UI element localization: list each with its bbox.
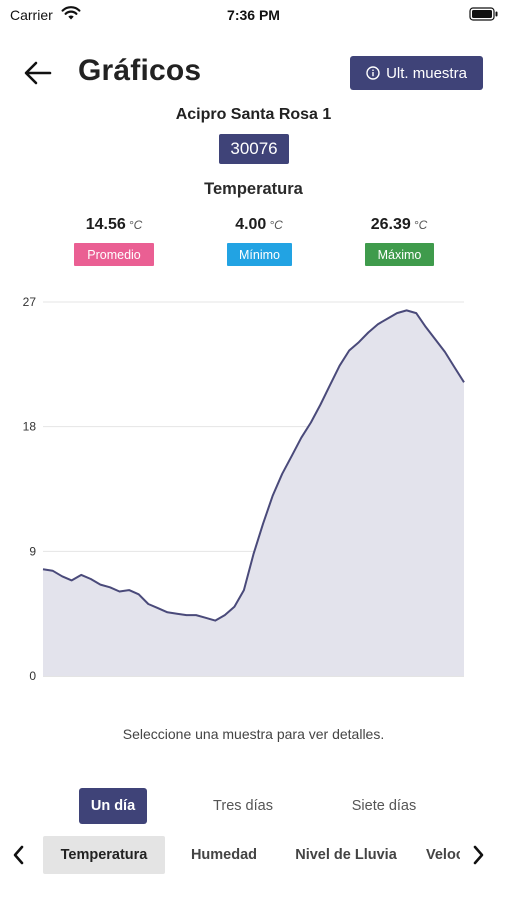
tab-velocidad-del-viento[interactable]: Velocidad del viento — [426, 847, 460, 863]
data-point[interactable] — [260, 521, 266, 527]
chevron-left-icon[interactable] — [9, 843, 29, 867]
data-point[interactable] — [145, 601, 151, 607]
data-point[interactable] — [40, 566, 46, 572]
data-point[interactable] — [117, 589, 123, 595]
average-value: 14.56 — [85, 216, 126, 233]
carrier-label: Carrier — [10, 7, 53, 23]
tab-three-days[interactable]: Tres días — [213, 798, 273, 814]
data-point[interactable] — [308, 420, 314, 426]
tab-one-day[interactable]: Un día — [79, 788, 147, 824]
variable-title: Temperatura — [204, 180, 303, 198]
data-point[interactable] — [164, 609, 170, 615]
data-point[interactable] — [136, 591, 142, 597]
average-badge: Promedio — [74, 243, 154, 266]
data-point[interactable] — [337, 363, 343, 369]
data-point[interactable] — [78, 572, 84, 578]
data-point[interactable] — [193, 612, 199, 618]
y-tick-label: 9 — [29, 544, 36, 558]
variable-tab-bar: Temperatura Humedad Nivel de Lluvia Velo… — [0, 836, 507, 874]
y-tick-label: 18 — [23, 420, 37, 434]
data-point[interactable] — [59, 573, 65, 579]
battery-icon — [469, 7, 498, 21]
y-tick-label: 0 — [29, 669, 36, 683]
variable-tab-scroller: Temperatura Humedad Nivel de Lluvia Velo… — [36, 836, 460, 874]
data-point[interactable] — [356, 339, 362, 345]
data-point[interactable] — [88, 576, 94, 582]
chevron-right-icon[interactable] — [468, 843, 488, 867]
y-tick-label: 27 — [23, 295, 37, 309]
data-point[interactable] — [451, 364, 457, 370]
data-point[interactable] — [432, 336, 438, 342]
data-point[interactable] — [327, 382, 333, 388]
data-point[interactable] — [126, 587, 132, 593]
station-id-badge: 30076 — [219, 134, 289, 164]
temperature-area — [43, 310, 464, 676]
minimum-badge: Mínimo — [227, 243, 292, 266]
clock: 7:36 PM — [227, 7, 280, 23]
maximum-stat: 26.39 °C — [339, 216, 459, 234]
data-point[interactable] — [365, 330, 371, 336]
status-bar: Carrier 7:36 PM — [0, 0, 507, 30]
data-point[interactable] — [174, 611, 180, 617]
tab-humedad[interactable]: Humedad — [190, 847, 258, 863]
info-circle-icon — [366, 66, 380, 80]
temperature-chart[interactable]: 0 9 18 27 — [0, 290, 507, 690]
latest-sample-button[interactable]: Ult. muestra — [350, 56, 483, 90]
tab-seven-days[interactable]: Siete días — [351, 798, 417, 814]
data-point[interactable] — [50, 568, 56, 574]
data-point[interactable] — [97, 582, 103, 588]
data-point[interactable] — [212, 618, 218, 624]
data-point[interactable] — [69, 577, 75, 583]
data-point[interactable] — [394, 310, 400, 316]
data-point[interactable] — [231, 604, 237, 610]
data-point[interactable] — [442, 349, 448, 355]
data-point[interactable] — [423, 324, 429, 330]
minimum-stat: 4.00 °C — [199, 216, 319, 234]
data-point[interactable] — [184, 612, 190, 618]
tab-nivel-de-lluvia[interactable]: Nivel de Lluvia — [295, 847, 397, 863]
data-point[interactable] — [203, 615, 209, 621]
data-point[interactable] — [413, 310, 419, 316]
data-point[interactable] — [404, 307, 410, 313]
data-point[interactable] — [385, 316, 391, 322]
data-point[interactable] — [222, 612, 228, 618]
data-point[interactable] — [461, 379, 467, 385]
data-point[interactable] — [318, 402, 324, 408]
data-point[interactable] — [289, 453, 295, 459]
data-point[interactable] — [107, 584, 113, 590]
data-point[interactable] — [251, 551, 257, 557]
data-point[interactable] — [298, 435, 304, 441]
latest-sample-label: Ult. muestra — [386, 64, 467, 82]
data-point[interactable] — [279, 471, 285, 477]
maximum-unit: °C — [413, 218, 428, 232]
average-stat: 14.56 °C — [54, 216, 174, 234]
temperature-line[interactable] — [42, 309, 465, 622]
maximum-value: 26.39 — [370, 216, 411, 233]
tab-temperatura[interactable]: Temperatura — [43, 836, 165, 874]
hint-text: Seleccione una muestra para ver detalles… — [122, 726, 385, 742]
data-point[interactable] — [375, 321, 381, 327]
data-point[interactable] — [155, 605, 161, 611]
minimum-value: 4.00 — [235, 216, 267, 233]
data-point[interactable] — [270, 493, 276, 499]
average-unit: °C — [128, 218, 143, 232]
page-title: Gráficos — [78, 54, 202, 87]
station-name: Acipro Santa Rosa 1 — [175, 106, 332, 123]
minimum-unit: °C — [269, 218, 283, 232]
data-point[interactable] — [241, 587, 247, 593]
wifi-icon — [61, 6, 81, 20]
arrow-left-icon[interactable] — [20, 56, 54, 90]
maximum-badge: Máximo — [365, 243, 434, 266]
data-point[interactable] — [346, 348, 352, 354]
